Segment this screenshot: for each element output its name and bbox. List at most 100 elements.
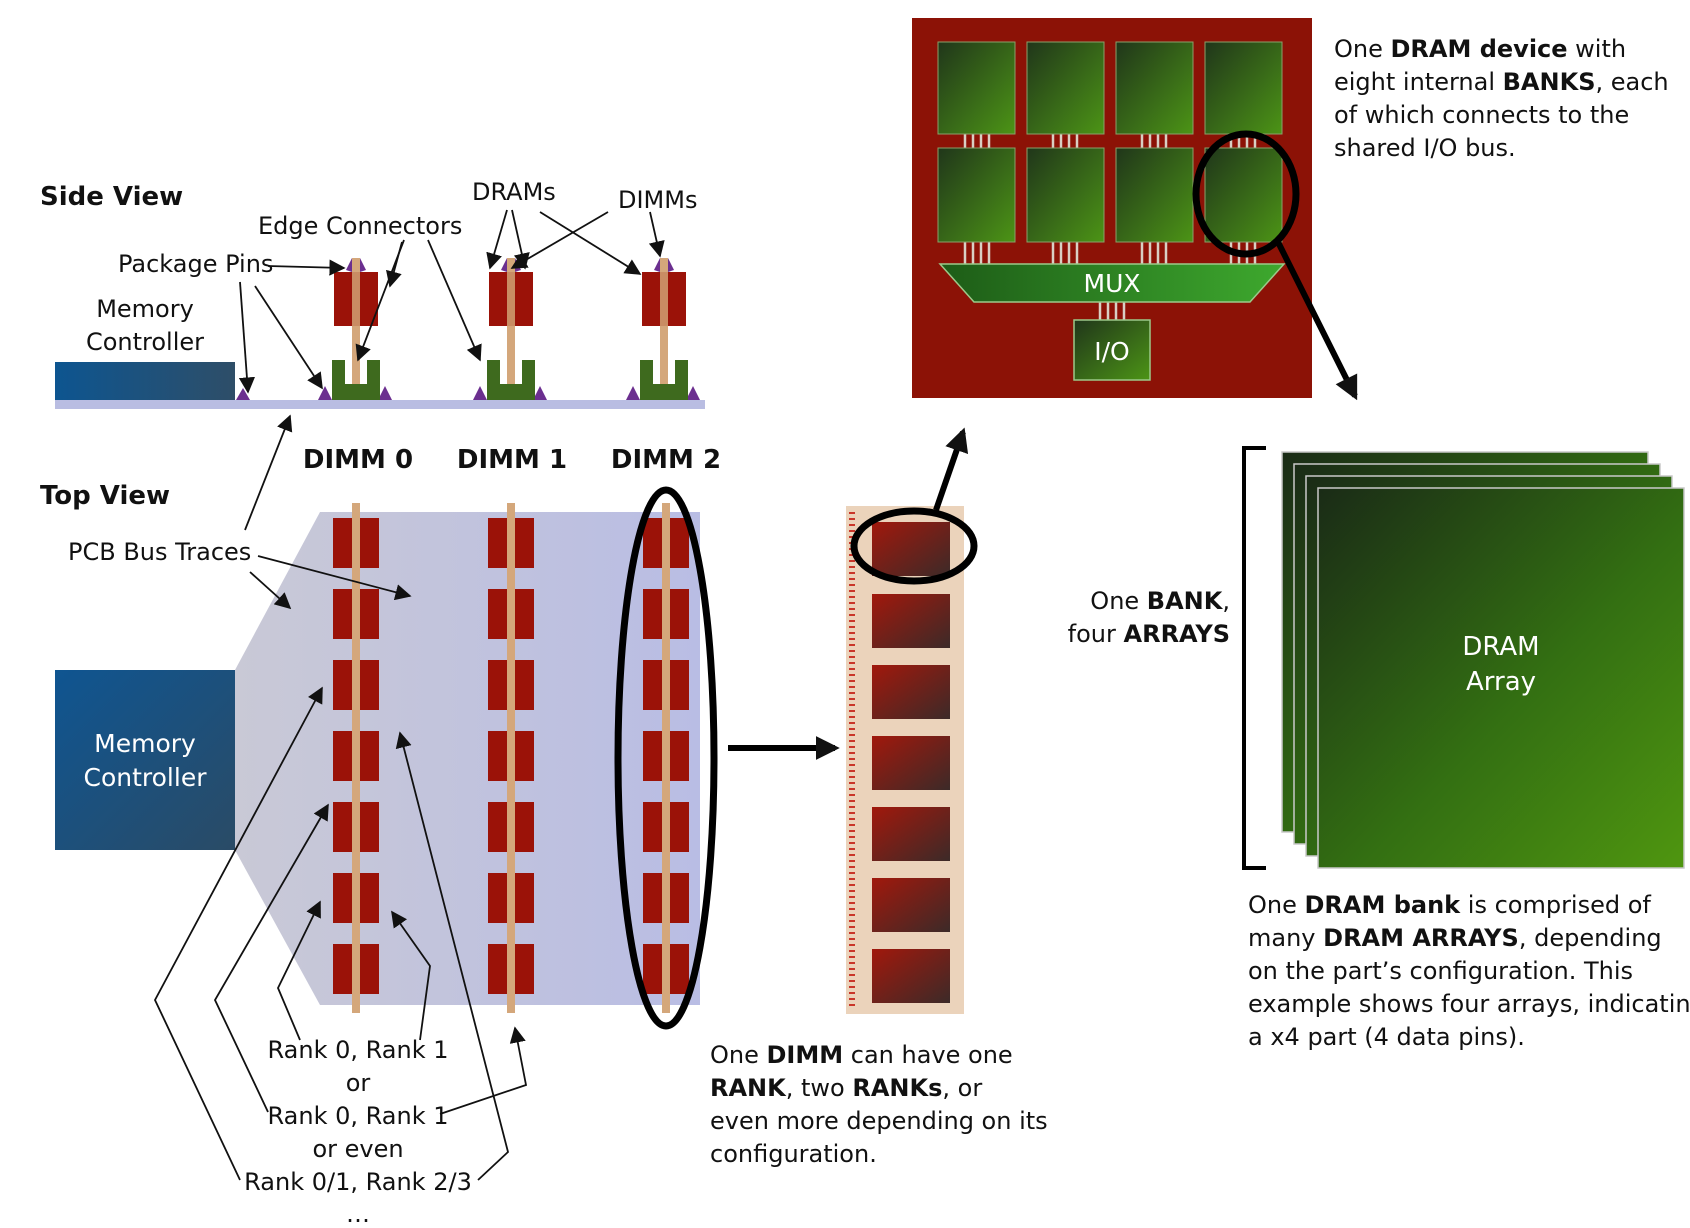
caption-text: a x4 part (4 data pins). [1248,1023,1525,1051]
pcb-bus-traces-label: PCB Bus Traces [68,538,251,566]
dimm-2-highlight-ellipse [614,486,718,1030]
side-connector-pin [473,386,487,400]
dimms-label: DIMMs [618,186,697,214]
dimm-caption-line-4: configuration. [710,1140,877,1168]
rank-note-6: … [346,1200,370,1228]
dimm-trace [507,503,515,1013]
dram-chip [670,660,689,710]
dram-chip [360,731,379,781]
bank-caption-line-5: a x4 part (4 data pins). [1248,1023,1525,1051]
io-label: I/O [1094,337,1129,366]
caption-text: One [1248,891,1305,919]
caption-emphasis: DRAM ARRAYS [1323,924,1519,952]
dram-bank [1115,147,1194,243]
bank-highlight-ellipse [1192,130,1300,258]
rank-note-1: Rank 0, Rank 1 [268,1036,449,1064]
caption-text: many [1248,924,1323,952]
dram-chip [333,873,352,923]
io-block [1073,319,1151,381]
rank-note-2: or [346,1069,371,1097]
dram-chip [488,589,507,639]
side-edge-connector [332,360,380,400]
dram-chip [643,802,662,852]
caption-emphasis: DRAM bank [1305,891,1462,919]
caption-emphasis: DRAM device [1391,35,1568,63]
caption-text: eight internal [1334,68,1503,96]
device-expand-arrow [933,427,969,511]
dram-chip [670,873,689,923]
side-bus-trace [55,400,705,409]
package-pins-label: Package Pins [118,250,273,278]
caption-text: , [1222,587,1230,615]
dimm-front-view: One DIMM can have one RANK, two RANKs, o… [710,427,1048,1168]
side-memory-controller-label-1: Memory [96,295,194,323]
dimm-front-chips [872,522,950,1003]
dram-chip [643,731,662,781]
side-controller-pin [236,388,250,400]
caption-emphasis: BANK [1147,587,1224,615]
dram-chip [643,518,662,568]
dram-chip [488,873,507,923]
dimm-caption-line-3: even more depending on its [710,1107,1048,1135]
top-memory-controller-label-2: Controller [84,763,208,792]
dram-chip [488,944,507,994]
side-view-leaders [238,209,665,394]
dram-bank [937,147,1016,243]
caption-text: One [1090,587,1147,615]
caption-emphasis: RANK [710,1074,787,1102]
side-view: Side View Memory Controller [40,178,705,409]
caption-emphasis: BANKS [1503,68,1596,96]
dram-chip [333,589,352,639]
dram-chip [643,589,662,639]
dimm-front-chip [872,594,950,648]
dram-chip [360,589,379,639]
side-dimm-1 [473,258,547,400]
dram-chip [488,802,507,852]
dram-chip [670,731,689,781]
dimm-front-chip [872,807,950,861]
caption-text: even more depending on its [710,1107,1048,1135]
side-view-title: Side View [40,182,183,212]
side-dimm-2 [626,258,700,400]
dram-chip [515,873,534,923]
dram-device-highlight-ellipse [850,507,978,585]
caption-emphasis: DIMM [767,1041,844,1069]
side-dimm-board-core [352,272,360,326]
dimm-caption-line-1: One DIMM can have one [710,1041,1013,1069]
top-memory-controller [55,670,235,850]
top-view: Top View DIMM 0 DIMM 1 DIMM 2 Memory Con… [40,414,721,1228]
dram-array-label-2: Array [1466,667,1536,697]
dram-chip [333,731,352,781]
dram-array-label-1: DRAM [1462,632,1539,662]
caption-text: on the part’s configuration. This [1248,957,1633,985]
edge-connectors-label: Edge Connectors [258,212,462,240]
dram-chip [333,802,352,852]
side-memory-controller-label-2: Controller [86,328,204,356]
side-package-pin [360,258,366,272]
rank-leaders [153,686,528,1181]
dram-chip [333,518,352,568]
side-dimm-board-core [507,272,515,326]
dimm-caption-line-2: RANK, two RANKs, or [710,1074,982,1102]
top-dimm-1 [488,503,534,1013]
rank-note-4: or even [312,1135,403,1163]
caption-text: four [1068,620,1124,648]
dram-chip [670,944,689,994]
bank-bracket [1242,446,1266,870]
dram-chip [670,802,689,852]
dram-bank [1026,147,1105,243]
side-dimm-board-core [660,272,668,326]
dimm-trace [352,503,360,1013]
dram-banks [937,41,1283,243]
dram-chip [515,660,534,710]
caption-text: is comprised of [1460,891,1651,919]
caption-text: configuration. [710,1140,877,1168]
dram-bank [1115,41,1194,135]
bank-caption-line-1: One DRAM bank is comprised of [1248,891,1651,919]
dram-bank [937,41,1016,135]
dram-chip [360,660,379,710]
array-stack [1281,451,1685,869]
caption-text: , two [786,1074,853,1102]
dram-chip [360,802,379,852]
